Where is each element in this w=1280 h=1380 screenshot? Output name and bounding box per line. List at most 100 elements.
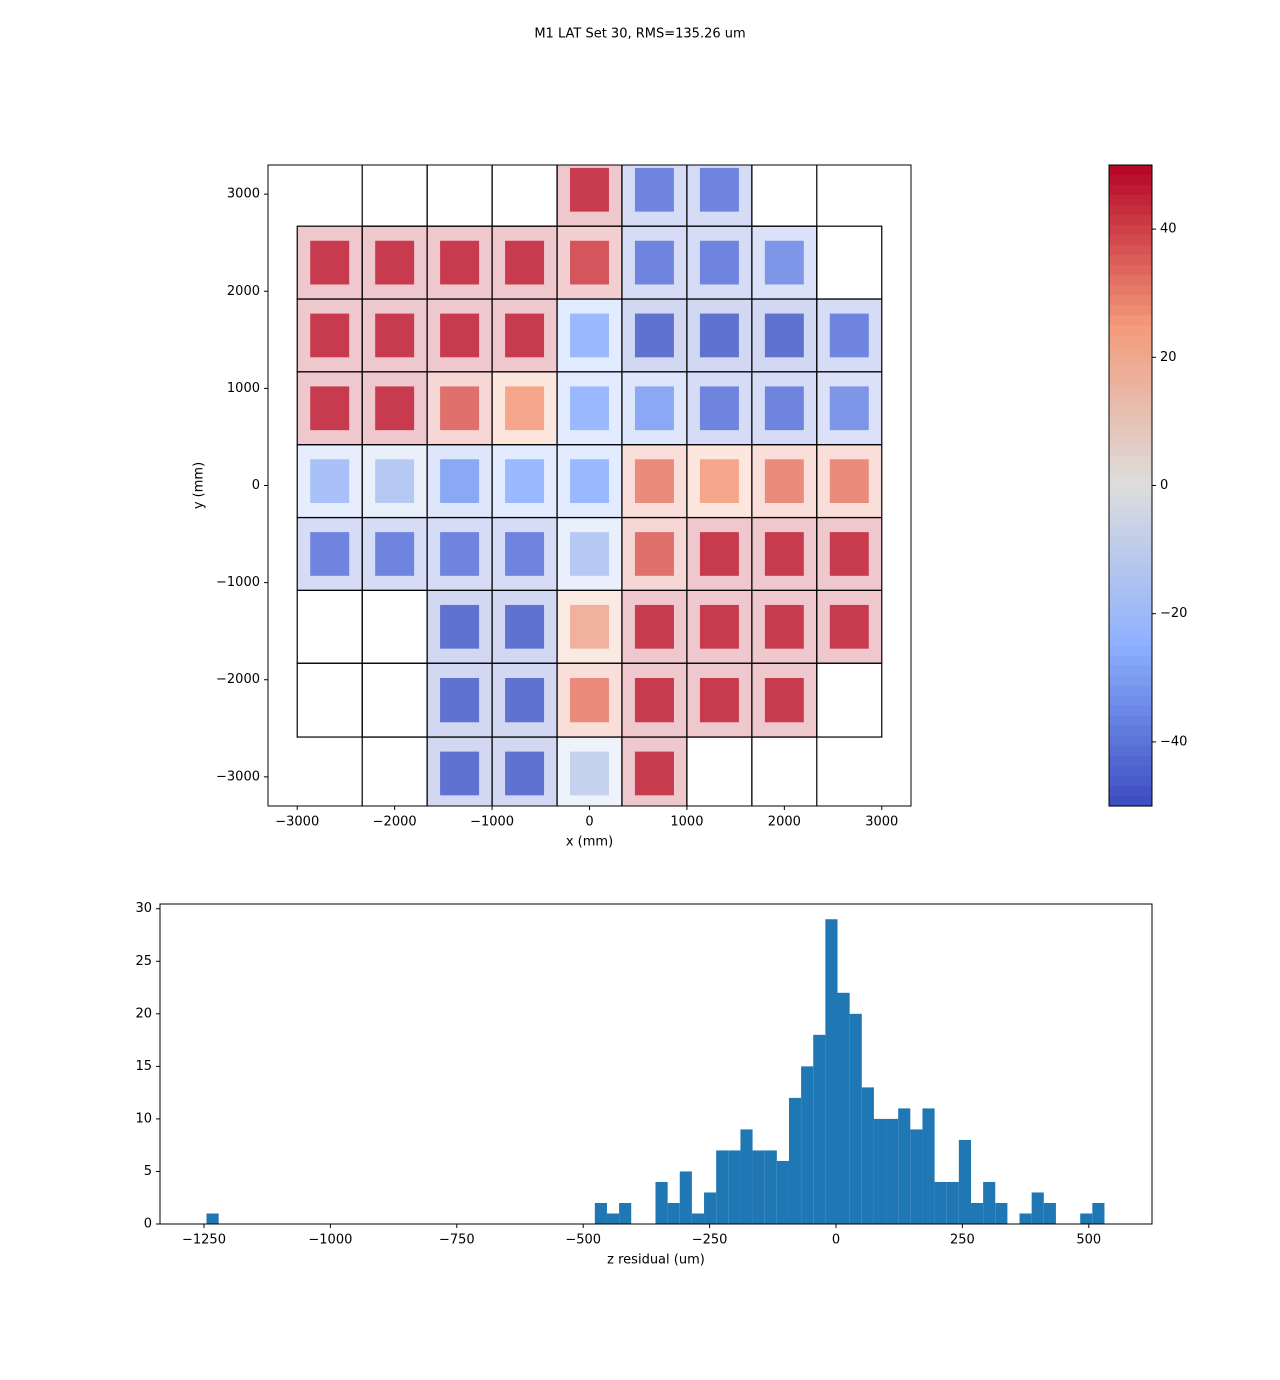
cell-residual (764, 459, 804, 503)
colorbar-step (1109, 365, 1152, 376)
x-axis-label: z residual (um) (607, 1253, 705, 1268)
colorbar-step (1109, 305, 1152, 316)
histogram-bar (898, 1108, 911, 1224)
cell-residual (699, 386, 739, 431)
cell-residual (505, 313, 545, 358)
cell-residual (570, 313, 609, 358)
histogram-bar (679, 1171, 692, 1224)
colorbar-step (1109, 785, 1152, 797)
histogram-bar (704, 1192, 717, 1224)
x-tick-label: 3000 (865, 815, 898, 830)
colorbar-step (1109, 735, 1152, 747)
colorbar-step (1109, 705, 1152, 717)
histogram-bar (691, 1213, 705, 1224)
segment-outline (361, 165, 428, 227)
cell-residual (310, 386, 350, 431)
colorbar-step (1109, 335, 1152, 346)
colorbar-step (1109, 325, 1152, 336)
colorbar-step (1109, 295, 1152, 306)
cell-residual (375, 532, 415, 576)
cell-residual (570, 167, 609, 212)
cell-residual (310, 532, 350, 576)
cell-residual (505, 532, 545, 576)
colorbar-step (1109, 205, 1152, 216)
x-tick-label: −3000 (275, 815, 319, 830)
histogram-bar (983, 1181, 996, 1224)
segment-outline (296, 589, 363, 664)
cell-residual (440, 386, 480, 431)
colorbar-step (1109, 545, 1152, 557)
cell-residual (440, 677, 480, 723)
y-tick-label: 1000 (227, 381, 260, 396)
histogram-bar (922, 1108, 935, 1224)
histogram-bar (716, 1150, 729, 1224)
colorbar-step (1109, 375, 1152, 386)
colorbar-step (1109, 395, 1152, 406)
histogram-bar (619, 1202, 632, 1224)
segment-outline (751, 736, 818, 806)
x-tick-label: −250 (692, 1233, 728, 1248)
cell-residual (375, 313, 415, 358)
cell-residual (310, 240, 350, 285)
segment-outline (491, 165, 558, 227)
cell-residual (829, 532, 869, 576)
segment-outline (816, 662, 883, 738)
y-tick-label: 10 (135, 1111, 152, 1126)
cell-residual (699, 167, 739, 212)
cell-residual (829, 604, 869, 649)
histogram-bar (655, 1181, 668, 1224)
cell-residual (634, 532, 674, 576)
colorbar-step (1109, 385, 1152, 396)
colorbar-tick-label: 40 (1160, 222, 1177, 237)
x-tick-label: −2000 (373, 815, 417, 830)
histogram-bar (861, 1087, 874, 1224)
colorbar-step (1109, 525, 1152, 537)
cell-residual (440, 459, 480, 503)
colorbar-step (1109, 645, 1152, 657)
cell-residual (764, 240, 804, 285)
colorbar-step (1109, 595, 1152, 607)
cell-residual (764, 532, 804, 576)
x-tick-label: −1250 (182, 1233, 226, 1248)
cell-residual (764, 313, 804, 358)
colorbar-step (1109, 265, 1152, 276)
histogram-bar (667, 1202, 680, 1224)
colorbar-step (1109, 675, 1152, 687)
colorbar-step (1109, 515, 1152, 527)
segment-outline (296, 662, 363, 738)
colorbar-step (1109, 615, 1152, 627)
x-tick-label: 0 (832, 1233, 840, 1248)
x-tick-label: 2000 (768, 815, 801, 830)
colorbar-step (1109, 225, 1152, 236)
colorbar-step (1109, 535, 1152, 547)
y-tick-label: 15 (135, 1059, 152, 1074)
colorbar-step (1109, 565, 1152, 577)
y-tick-label: 30 (135, 901, 152, 916)
colorbar-tick-label: 0 (1160, 478, 1168, 493)
cell-residual (375, 459, 415, 503)
x-tick-label: −1000 (470, 815, 514, 830)
colorbar-step (1109, 165, 1152, 176)
colorbar-step (1109, 625, 1152, 637)
cell-residual (570, 751, 609, 796)
colorbar-step (1109, 775, 1152, 787)
histogram-bar (788, 1097, 802, 1224)
histogram-bar (606, 1213, 620, 1224)
colorbar-step (1109, 495, 1152, 507)
colorbar-step (1109, 755, 1152, 767)
cell-residual (634, 604, 674, 649)
y-tick-label: 2000 (227, 284, 260, 299)
colorbar-tick-label: −20 (1160, 606, 1187, 621)
cell-residual (634, 677, 674, 723)
y-tick-label: 20 (135, 1006, 152, 1021)
cell-residual (634, 167, 674, 212)
segment-outline (361, 662, 428, 738)
y-tick-label: 0 (144, 1217, 152, 1232)
cell-residual (505, 604, 545, 649)
cell-residual (440, 532, 480, 576)
segment-outline (686, 736, 753, 806)
histogram-bar (1019, 1213, 1032, 1224)
map-area (296, 165, 883, 806)
colorbar-step (1109, 765, 1152, 777)
cell-residual (699, 677, 739, 723)
